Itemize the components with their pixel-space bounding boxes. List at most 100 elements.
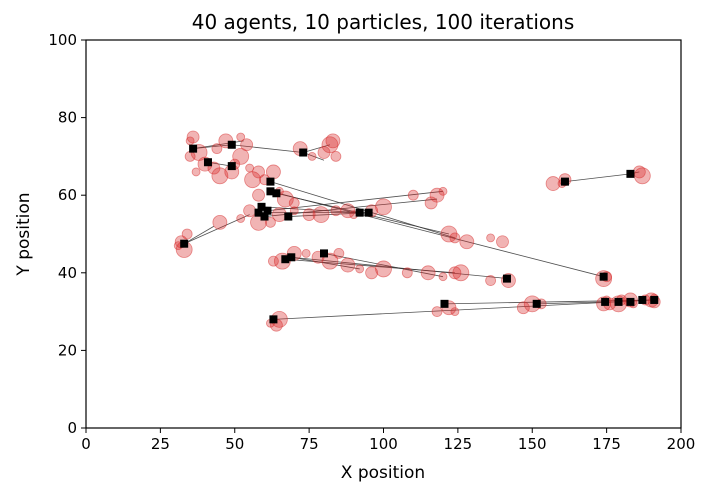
agent-link xyxy=(323,253,444,278)
y-tick-label: 80 xyxy=(58,109,77,127)
agent-group xyxy=(180,140,659,324)
agent-link xyxy=(273,299,655,320)
particle-point xyxy=(375,198,392,216)
particle-point xyxy=(449,232,461,244)
chart-title: 40 agents, 10 particles, 100 iterations xyxy=(192,10,575,34)
x-tick-label: 50 xyxy=(225,435,244,453)
particle-point xyxy=(450,307,460,317)
agent-marker xyxy=(364,208,373,217)
agent-marker xyxy=(257,202,266,211)
particle-point xyxy=(330,150,342,162)
particle-point xyxy=(244,171,262,189)
agent-link xyxy=(564,173,631,183)
particle-point xyxy=(459,234,475,250)
particle-point xyxy=(211,143,223,155)
particle-point xyxy=(355,264,365,274)
particle-point xyxy=(438,186,448,196)
particle-point xyxy=(496,235,509,249)
particle-point xyxy=(212,214,228,230)
agent-marker xyxy=(599,272,608,281)
x-tick-label: 150 xyxy=(518,435,547,453)
agent-marker xyxy=(614,297,623,306)
particle-point xyxy=(333,247,345,259)
particle-point xyxy=(268,255,279,267)
agent-marker xyxy=(281,255,290,264)
y-tick-label: 100 xyxy=(48,31,77,49)
particle-point xyxy=(243,204,257,218)
x-tick-label: 100 xyxy=(369,435,398,453)
particle-point xyxy=(440,225,458,243)
agent-marker xyxy=(284,212,293,221)
particle-point xyxy=(211,167,229,185)
agent-marker xyxy=(227,140,236,149)
particle-point xyxy=(191,167,201,177)
particle-point xyxy=(431,306,443,318)
particle-point xyxy=(252,188,265,202)
agent-marker xyxy=(272,189,281,198)
particle-point xyxy=(307,151,317,161)
particle-point xyxy=(420,265,436,281)
agent-link xyxy=(231,144,304,153)
particle-point xyxy=(452,264,470,282)
agent-marker xyxy=(189,144,198,153)
particle-point xyxy=(271,207,287,223)
particle-point xyxy=(232,147,250,165)
x-tick-label: 125 xyxy=(444,435,473,453)
agent-link xyxy=(303,144,331,153)
agent-marker xyxy=(266,187,275,196)
agent-marker xyxy=(355,208,364,217)
agent-marker xyxy=(560,177,569,186)
plot-frame xyxy=(85,39,682,429)
x-axis-label: X position xyxy=(341,463,425,483)
x-tick-label: 200 xyxy=(667,435,696,453)
particle-point xyxy=(330,205,342,217)
particle-point xyxy=(181,228,193,240)
agent-marker xyxy=(287,253,296,262)
particle-point xyxy=(485,275,497,286)
particle-point xyxy=(186,130,200,144)
particle-point xyxy=(312,206,330,224)
particle-point xyxy=(448,266,462,280)
particle-point xyxy=(438,272,448,282)
y-tick-label: 0 xyxy=(67,419,77,437)
particle-point xyxy=(266,164,281,180)
y-tick-label: 20 xyxy=(58,341,77,359)
particle-point xyxy=(633,167,651,185)
x-tick-label: 175 xyxy=(592,435,621,453)
agent-link xyxy=(291,256,360,270)
particle-point xyxy=(302,208,316,222)
agent-marker xyxy=(227,162,236,171)
particle-point xyxy=(236,132,246,142)
agent-marker xyxy=(638,295,647,304)
y-tick-label: 60 xyxy=(58,186,77,204)
agent-link xyxy=(264,198,438,217)
agent-marker xyxy=(650,295,659,304)
particle-point xyxy=(401,267,413,279)
agent-marker xyxy=(269,315,278,324)
agent-marker xyxy=(601,297,610,306)
agent-marker xyxy=(180,239,189,248)
agent-marker xyxy=(260,212,269,221)
y-axis-label: Y position xyxy=(14,192,34,276)
agent-marker xyxy=(320,249,328,258)
particle-point xyxy=(184,150,196,162)
agent-link xyxy=(184,214,250,245)
particle-point xyxy=(407,189,419,201)
x-tick-label: 75 xyxy=(300,435,319,453)
agent-link xyxy=(288,212,369,217)
particle-point xyxy=(340,257,356,273)
particle-point xyxy=(236,214,246,223)
agent-marker xyxy=(532,299,541,308)
particle-group xyxy=(173,130,661,332)
particle-point xyxy=(516,301,530,315)
agent-marker xyxy=(203,158,212,167)
particle-point xyxy=(301,248,311,258)
particle-point xyxy=(375,260,392,278)
agent-marker xyxy=(254,208,263,217)
agent-link xyxy=(536,301,607,305)
agent-link xyxy=(270,190,604,278)
particle-point xyxy=(288,197,300,209)
particle-point xyxy=(365,266,379,280)
agent-marker xyxy=(266,177,275,186)
